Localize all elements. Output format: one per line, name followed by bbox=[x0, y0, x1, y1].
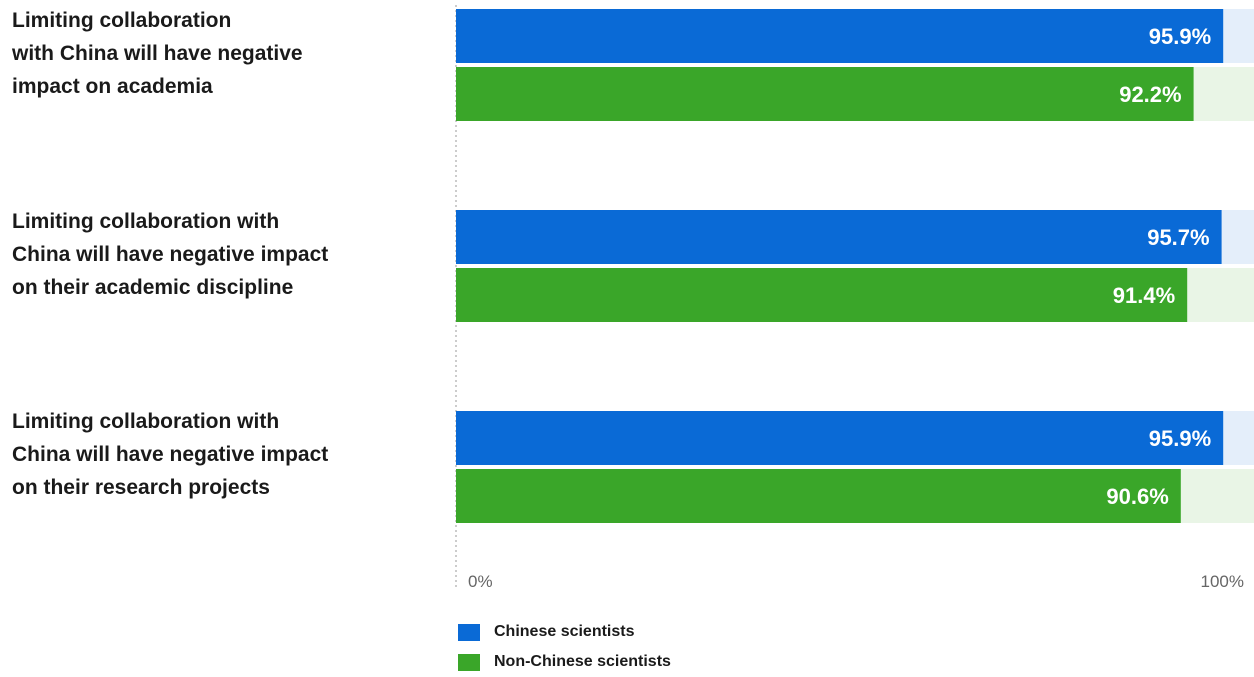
bar-value-label-1-0: 95.7% bbox=[1147, 225, 1209, 250]
category-label-1-line-2: China will have negative impact bbox=[12, 243, 329, 266]
legend-label-non-chinese: Non-Chinese scientists bbox=[494, 653, 671, 670]
bar-1-0 bbox=[456, 210, 1222, 264]
legend-item-non-chinese: Non-Chinese scientists bbox=[458, 647, 671, 677]
bar-1-1 bbox=[456, 268, 1188, 322]
legend-label-chinese: Chinese scientists bbox=[494, 623, 635, 640]
bar-value-label-1-1: 91.4% bbox=[1113, 283, 1175, 308]
legend-item-chinese: Chinese scientists bbox=[458, 617, 671, 647]
category-label-2-line-1: Limiting collaboration with bbox=[12, 410, 280, 433]
bar-value-label-0-0: 95.9% bbox=[1149, 24, 1211, 49]
legend-swatch-non-chinese bbox=[458, 653, 480, 671]
category-label-2: Limiting collaboration with China will h… bbox=[12, 405, 412, 504]
category-label-2-line-3: on their research projects bbox=[12, 476, 270, 499]
category-label-0-line-2: with China will have negative bbox=[12, 42, 303, 65]
bar-2-1 bbox=[456, 469, 1181, 523]
bar-0-0 bbox=[456, 9, 1224, 63]
bar-value-label-2-1: 90.6% bbox=[1106, 484, 1168, 509]
category-label-0-line-1: Limiting collaboration bbox=[12, 9, 232, 32]
category-label-1: Limiting collaboration with China will h… bbox=[12, 205, 412, 304]
category-label-0-line-3: impact on academia bbox=[12, 75, 213, 98]
category-label-0: Limiting collaboration with China will h… bbox=[12, 4, 412, 103]
tick-label-100: 100% bbox=[1201, 572, 1244, 591]
legend: Chinese scientists Non-Chinese scientist… bbox=[458, 617, 671, 677]
category-label-1-line-3: on their academic discipline bbox=[12, 276, 294, 299]
tick-label-0: 0% bbox=[468, 572, 493, 591]
bar-2-0 bbox=[456, 411, 1224, 465]
bar-value-label-2-0: 95.9% bbox=[1149, 426, 1211, 451]
category-label-1-line-1: Limiting collaboration with bbox=[12, 210, 280, 233]
bar-value-label-0-1: 92.2% bbox=[1119, 82, 1181, 107]
bar-0-1 bbox=[456, 67, 1194, 121]
legend-swatch-chinese bbox=[458, 623, 480, 641]
category-label-2-line-2: China will have negative impact bbox=[12, 443, 329, 466]
